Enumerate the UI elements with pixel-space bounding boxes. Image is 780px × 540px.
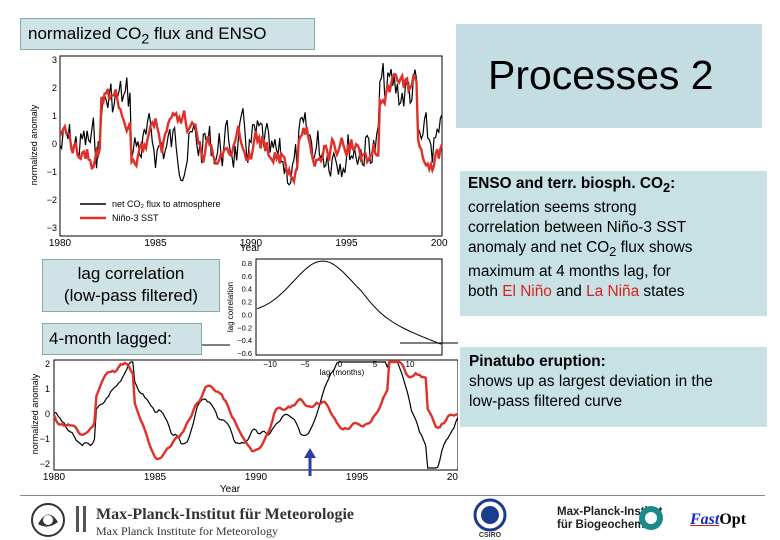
- top-red-series: [58, 72, 444, 186]
- lag-ytick-label: 0.0: [242, 310, 252, 319]
- lag-ytick-label: −0.6: [237, 349, 252, 358]
- pinatubo-line2: low-pass filtered curve: [469, 393, 623, 410]
- lag-ytick-label: 0.4: [242, 285, 252, 294]
- bottom-anomaly-plot: normalized anomaly 210−1−2 1980 1985 1990 1…: [30, 359, 458, 495]
- top-ytick-label: −2: [47, 195, 57, 205]
- slide-subtitle-label: normalized CO2 flux and ENSO: [20, 18, 315, 50]
- top-ytick-label: 0: [52, 139, 57, 149]
- bottom-ytick-label: 2: [45, 359, 50, 369]
- enso-line1: correlation seems strong: [468, 199, 637, 217]
- lag-xtick-label: 0: [338, 360, 343, 369]
- mpi-met-bars-icon: [76, 506, 86, 532]
- csiro-logo-icon: CSIRO: [473, 498, 507, 539]
- slide-title-box: Processes 2: [456, 24, 762, 128]
- top-ytick-label: −3: [47, 223, 57, 233]
- lag-ytick-label: 0.6: [242, 272, 252, 281]
- fastopt-logo: FastOpt: [690, 511, 747, 528]
- enso-line2: correlation between Niño-3 SST: [468, 219, 687, 237]
- lag-ytick-label: −0.4: [237, 336, 252, 345]
- mpi-met-text: Max-Planck-Institut für Meteorologie Max…: [96, 506, 355, 538]
- pinatubo-text-panel: Pinatubo eruption: shows up as largest d…: [460, 347, 767, 427]
- lag-ytick-label: 0.2: [242, 298, 252, 307]
- bottom-black-series: [53, 361, 458, 469]
- lag-ytick-label: 0.8: [242, 259, 252, 268]
- pinatubo-arrow: [304, 448, 316, 476]
- lag-plot-xticks: −10 −5 0 5 10: [263, 360, 415, 369]
- bottom-ytick-label: 1: [45, 384, 50, 394]
- top-black-series: [59, 63, 443, 186]
- mpi-bgc-text: Max-Planck-Institut für Biogeochemie: [557, 506, 663, 531]
- top-xtick-label: 1985: [144, 238, 167, 249]
- bottom-plot-xlabel: Year: [220, 484, 241, 495]
- legend-black-text: net CO₂ flux to atmosphere: [112, 199, 221, 209]
- lag-xtick-label: −10: [263, 360, 277, 369]
- bottom-xtick-label: 1995: [346, 472, 369, 483]
- bottom-xtick-label: 2000: [447, 472, 458, 483]
- top-plot-legend: net CO₂ flux to atmosphere Niño-3 SST: [80, 199, 221, 223]
- legend-red-text: Niño-3 SST: [112, 213, 159, 223]
- bottom-plot-xticks: 1980 1985 1990 1995 2000: [43, 472, 458, 483]
- pinatubo-heading: Pinatubo eruption:: [469, 353, 606, 370]
- csiro-text: CSIRO: [479, 532, 502, 539]
- bottom-red-series: [52, 360, 458, 461]
- mpi-met-logo-icon: [31, 503, 65, 537]
- four-month-lagged-label: 4-month lagged:: [42, 323, 202, 355]
- top-xtick-label: 1990: [240, 238, 263, 249]
- top-ytick-label: 1: [52, 111, 57, 121]
- lag-ytick-label: −0.2: [237, 323, 252, 332]
- slide-title: Processes 2: [488, 52, 714, 98]
- pinatubo-line1: shows up as largest deviation in the: [469, 373, 713, 390]
- lag-xtick-label: 10: [406, 360, 415, 369]
- bottom-plot-ylabel: normalized anomaly: [30, 373, 40, 454]
- top-plot-xticks: 1980 1985 1990 1995 2000: [49, 238, 448, 249]
- top-ytick-label: 3: [52, 55, 57, 65]
- enso-heading: ENSO and terr. biosph. CO2:: [468, 175, 676, 196]
- top-plot-ylabel: normalized anomaly: [29, 104, 39, 185]
- top-plot-yticks: 3 2 1 0 −1 −2 −3: [47, 55, 57, 233]
- connector-lines: [202, 342, 458, 346]
- mpi-bgc-logo-icon: [639, 506, 663, 530]
- bottom-xtick-label: 1985: [144, 472, 167, 483]
- lag-plot-xlabel: lag (months): [320, 368, 365, 377]
- lag-plot-yticks: 0.8 0.6 0.4 0.2 0.0 −0.2 −0.4 −0.6: [237, 259, 252, 358]
- lag-xtick-label: 5: [373, 360, 378, 369]
- bottom-xtick-label: 1980: [43, 472, 66, 483]
- top-xtick-label: 1980: [49, 238, 72, 249]
- top-plot-xlabel: Year: [240, 243, 261, 254]
- top-ytick-label: −1: [47, 167, 57, 177]
- bottom-ytick-label: −1: [40, 434, 50, 444]
- bottom-xtick-label: 1990: [245, 472, 268, 483]
- lag-xtick-label: −5: [300, 360, 310, 369]
- enso-line4: maximum at 4 months lag, for: [468, 263, 671, 281]
- bottom-ytick-label: −2: [40, 459, 50, 469]
- bottom-plot-yticks: 2 1 0 −1 −2: [40, 359, 50, 469]
- footer-divider: [20, 495, 765, 496]
- enso-line5: both El Niño and La Niña states: [468, 283, 685, 301]
- top-xtick-label: 2000: [431, 238, 448, 249]
- top-xtick-label: 1995: [335, 238, 358, 249]
- lag-plot-ylabel: lag correlation: [226, 282, 235, 332]
- enso-line3: anomaly and net CO2 flux shows: [468, 239, 693, 260]
- lag-correlation-plot: lag correlation 0.8 0.6 0.4 0.2 0.0 −0.2 −0.4 −…: [226, 258, 443, 377]
- lag-correlation-curve: [256, 260, 442, 345]
- enso-text-panel: ENSO and terr. biosph. CO2: correlation …: [460, 171, 767, 316]
- bottom-ytick-label: 0: [45, 409, 50, 419]
- lag-correlation-label: lag correlation (low-pass filtered): [42, 259, 220, 312]
- top-ytick-label: 2: [52, 83, 57, 93]
